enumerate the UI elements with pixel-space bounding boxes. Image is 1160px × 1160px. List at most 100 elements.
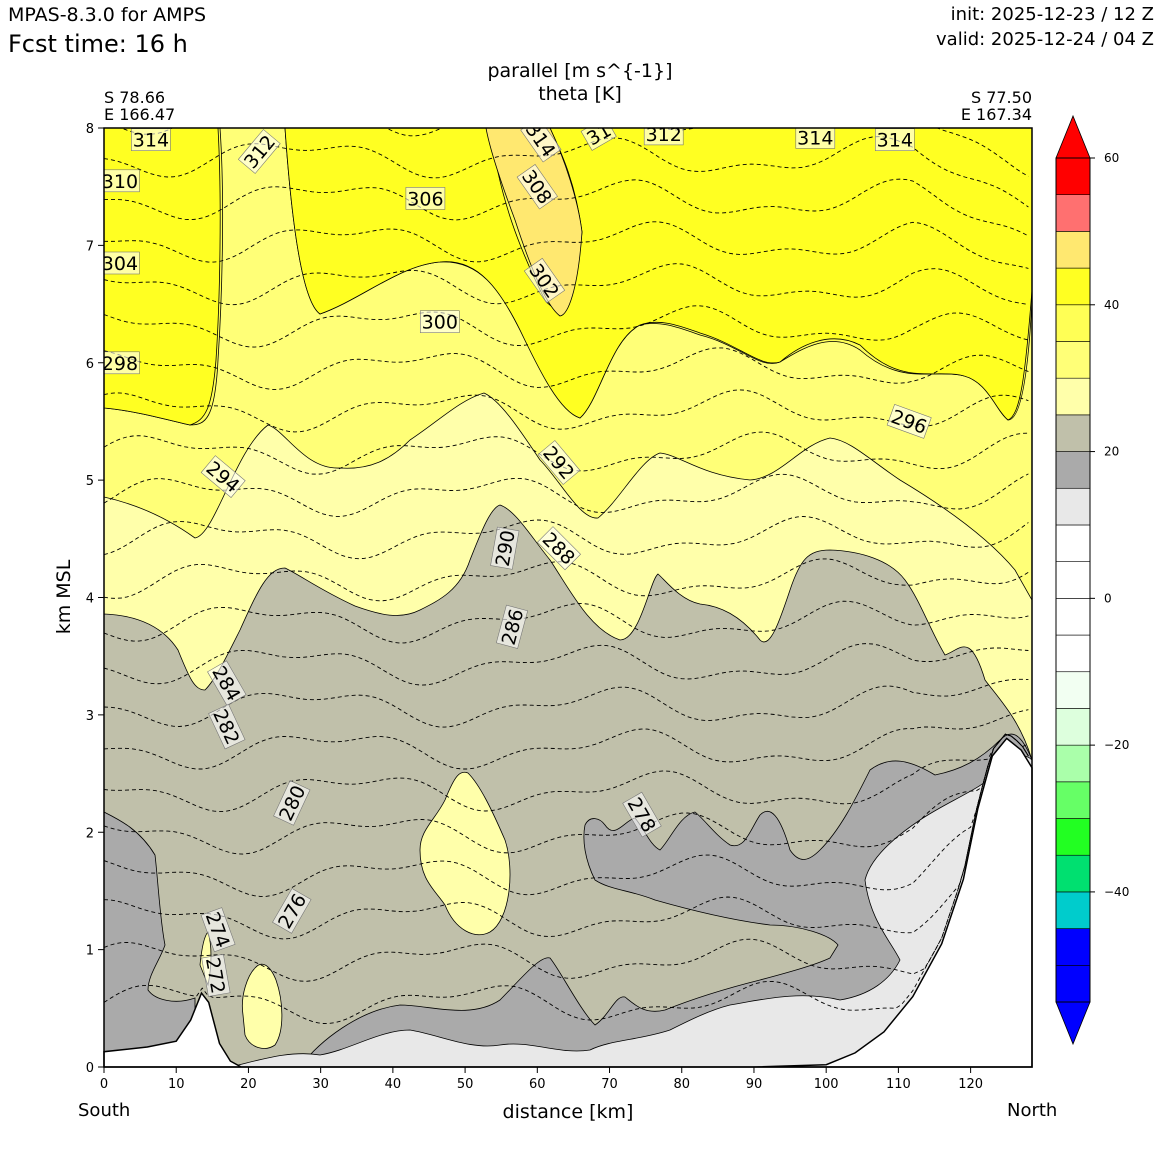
theta-contour-line — [104, 733, 1029, 855]
theta-label-text: 314 — [877, 130, 913, 152]
fill-bubble-25-30-b — [241, 963, 283, 1049]
y-tick-label: 3 — [86, 709, 94, 724]
right-end-lon: E 167.34 — [960, 105, 1032, 124]
colorbar-tick-label: −40 — [1104, 885, 1129, 899]
theta-contour-line — [104, 389, 1029, 433]
theta-contour-line — [104, 221, 1029, 269]
colorbar-segment — [1055, 377, 1091, 416]
theta-label-text: 304 — [102, 253, 138, 275]
colorbar: 60 40 20 0 −20 −40 — [1055, 114, 1129, 1046]
x-tick-label: 50 — [457, 1077, 474, 1092]
theta-contour-line — [104, 600, 1029, 644]
init-time: init: 2025-12-23 / 12 Z — [950, 4, 1154, 25]
x-tick-label: 10 — [168, 1077, 185, 1092]
colorbar-segment — [1055, 634, 1091, 673]
colorbar-segment — [1055, 524, 1091, 562]
x-tick-label: 0 — [100, 1077, 108, 1092]
colorbar-tick-label: 60 — [1104, 151, 1119, 165]
theta-contour-line — [104, 263, 1029, 306]
colorbar-segment — [1055, 744, 1091, 783]
colorbar-segment — [1055, 671, 1091, 709]
theta-contours — [104, 128, 1029, 1024]
x-tick-label: 40 — [385, 1077, 402, 1092]
x-tick-label: 60 — [529, 1077, 546, 1092]
colorbar-segment — [1055, 341, 1091, 379]
theta-contour-line — [104, 733, 1029, 940]
theta-contour-line — [104, 643, 1029, 686]
left-end-lon: E 166.47 — [104, 105, 176, 124]
x-tick-label: 30 — [312, 1077, 329, 1092]
north-label: North — [1007, 1100, 1058, 1121]
theta-label-text: 314 — [797, 127, 833, 149]
colorbar-segment — [1055, 487, 1091, 526]
x-tick-label: 100 — [814, 1077, 839, 1092]
colorbar-segment — [1055, 231, 1091, 269]
colorbar-tick-label: 20 — [1104, 445, 1119, 459]
colorbar-segment — [1055, 818, 1091, 856]
left-end-lat: S 78.66 — [104, 88, 166, 107]
colorbar-segment — [1055, 267, 1091, 306]
theta-label: 304 — [102, 251, 140, 275]
colorbar-extend-max — [1055, 114, 1091, 159]
model-name: MPAS-8.3.0 for AMPS — [8, 4, 207, 26]
theta-contour-line — [104, 305, 1029, 348]
x-axis: 0 10 20 30 40 50 60 70 80 90 100 110 120 — [100, 1067, 983, 1092]
y-tick-label: 0 — [86, 1061, 94, 1076]
y-tick-label: 8 — [86, 122, 94, 137]
colorbar-segment — [1055, 414, 1091, 452]
colorbar-segment — [1055, 965, 1091, 1003]
colorbar-segment — [1055, 854, 1091, 893]
fill-band-45-50 — [485, 128, 583, 317]
x-tick-label: 110 — [886, 1077, 911, 1092]
fill-band-15-20-right — [299, 733, 1032, 1067]
theta-label: 290 — [490, 526, 520, 570]
theta-contour-line — [104, 709, 1029, 770]
colorbar-segment — [1055, 561, 1091, 599]
theta-contour-line — [104, 678, 1029, 728]
theta-label-text: 306 — [407, 188, 443, 210]
theta-label: 298 — [102, 351, 140, 375]
x-tick-label: 20 — [240, 1077, 257, 1092]
y-tick-label: 1 — [86, 944, 94, 959]
colorbar-tick-label: 40 — [1104, 298, 1119, 312]
terrain — [103, 737, 1033, 1068]
colorbar-tick-label: 0 — [1104, 591, 1112, 605]
fill-band-15-20-left — [104, 811, 196, 1067]
chart-title: parallel [m s^{-1}] — [487, 60, 673, 82]
x-axis-label: distance [km] — [503, 1101, 634, 1123]
south-label: South — [78, 1100, 131, 1121]
chart-subtitle: theta [K] — [538, 83, 622, 105]
colorbar-segment — [1055, 157, 1091, 195]
y-tick-label: 7 — [86, 239, 94, 254]
colorbar-segment — [1055, 891, 1091, 929]
theta-contour-line — [104, 733, 1029, 897]
theta-contour-line — [104, 473, 1029, 517]
y-tick-label: 5 — [86, 474, 94, 489]
theta-label-text: 312 — [646, 124, 682, 146]
y-tick-label: 6 — [86, 357, 94, 372]
theta-label-text: 310 — [102, 171, 138, 193]
x-tick-label: 90 — [746, 1077, 763, 1092]
theta-label: 314 — [874, 128, 915, 152]
colorbar-tick-label: −20 — [1104, 738, 1129, 752]
theta-contour-line — [104, 347, 1029, 390]
right-end-lat: S 77.50 — [970, 88, 1032, 107]
theta-label: 310 — [102, 169, 140, 193]
x-tick-label: 80 — [673, 1077, 690, 1092]
y-axis: 0 1 2 3 4 5 6 7 8 — [86, 122, 104, 1076]
colorbar-segment — [1055, 194, 1091, 232]
colorbar-segment — [1055, 928, 1091, 966]
theta-contour-line — [104, 178, 1029, 237]
y-tick-label: 4 — [86, 592, 94, 607]
colorbar-segment — [1055, 451, 1091, 489]
y-axis-label: km MSL — [53, 559, 75, 634]
x-tick-label: 70 — [601, 1077, 618, 1092]
theta-label: 300 — [419, 310, 460, 334]
theta-label-text: 314 — [133, 130, 169, 152]
colorbar-segment — [1055, 708, 1091, 746]
colorbar-segment — [1055, 304, 1091, 342]
theta-label: 306 — [405, 187, 446, 210]
theta-label-text: 298 — [102, 353, 138, 375]
theta-label: 312 — [643, 124, 684, 146]
theta-label: 314 — [795, 127, 836, 149]
